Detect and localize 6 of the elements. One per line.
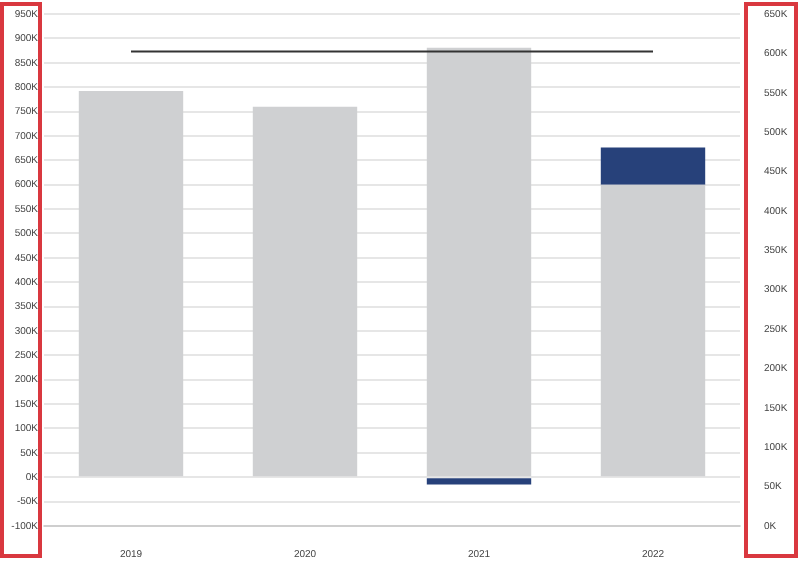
bar — [78, 91, 184, 477]
bar — [600, 184, 706, 477]
bar — [426, 478, 532, 485]
bar — [600, 147, 706, 185]
bar — [252, 106, 358, 477]
bar — [426, 47, 532, 477]
